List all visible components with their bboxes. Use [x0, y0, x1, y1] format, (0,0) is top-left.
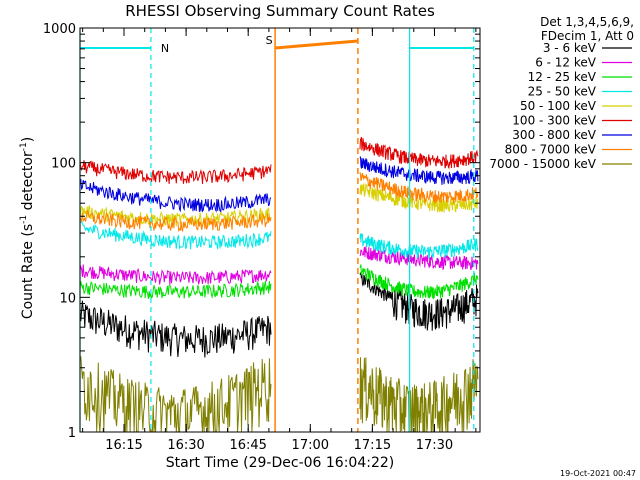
y-axis: 1 10 100 1000: [43, 22, 480, 441]
legend-label-12-25-kev: 12 - 25 keV: [528, 70, 597, 84]
series-line-12-25-kev-seg1: [79, 280, 272, 300]
y-tick-label-1: 10: [59, 291, 76, 306]
plot-frame: [79, 27, 481, 433]
y-axis-label-end: ): [20, 137, 36, 142]
x-tick-label-5: 17:30: [416, 438, 453, 453]
marker-label-2: S: [266, 34, 273, 47]
series-line-12-25-kev-seg2: [359, 264, 479, 300]
plot-area: NS: [79, 27, 481, 433]
series-line-25-50-kev-seg1: [79, 220, 272, 250]
y-axis-label-main: Count Rate (s: [20, 224, 36, 319]
series-line-7000-15000-kev-seg2: [359, 357, 479, 433]
chart-title: RHESSI Observing Summary Count Rates: [125, 2, 435, 20]
y-tick-label-0: 1: [68, 426, 76, 441]
marker-label-0: N: [161, 42, 169, 55]
legend-label-3-6-kev: 3 - 6 keV: [543, 41, 597, 55]
legend-label-25-50-kev: 25 - 50 keV: [528, 85, 597, 99]
series-line-50-100-kev-seg2: [359, 183, 479, 213]
y-tick-label-3: 1000: [43, 22, 76, 37]
series-line-6-12-kev-seg2: [359, 246, 479, 271]
legend-header-line-1: Det 1,3,4,5,6,9,: [540, 15, 634, 29]
series-line-100-300-kev-seg2: [359, 136, 479, 170]
x-tick-label-1: 16:30: [167, 438, 204, 453]
legend-label-100-300-kev: 100 - 300 keV: [512, 114, 596, 128]
x-tick-label-2: 16:45: [229, 438, 266, 453]
series-line-6-12-kev-seg1: [79, 264, 272, 285]
y-axis-label-sup2: -1: [19, 142, 29, 151]
series-line-800-7000-kev-seg2: [359, 172, 479, 204]
y-axis-label: Count Rate (s-1 detector-1): [19, 137, 36, 319]
y-tick-label-2: 100: [51, 157, 76, 172]
x-tick-label-0: 16:15: [105, 438, 142, 453]
x-axis-label: Start Time (29-Dec-06 16:04:22): [166, 455, 394, 471]
series-line-300-800-kev-seg2: [359, 156, 479, 185]
series-line-100-300-kev-seg1: [79, 160, 272, 185]
series-line-25-50-kev-seg2: [359, 233, 479, 260]
y-axis-label-mid: detector: [20, 151, 36, 215]
legend-label-6-12-kev: 6 - 12 keV: [535, 56, 597, 70]
legend-label-300-800-kev: 300 - 800 keV: [512, 128, 596, 142]
marker-bar-2: [274, 39, 359, 50]
y-axis-label-sup1: -1: [19, 215, 29, 224]
series-line-800-7000-kev-seg1: [79, 210, 272, 233]
x-tick-label-4: 17:15: [354, 438, 391, 453]
series-line-7000-15000-kev-seg1: [79, 355, 272, 433]
series-line-50-100-kev-seg1: [79, 205, 272, 228]
legend-label-800-7000-kev: 800 - 7000 keV: [505, 143, 597, 157]
legend-header-line-2: FDecim 1, Att 0: [541, 29, 634, 43]
legend: Det 1,3,4,5,6,9, FDecim 1, Att 0 3 - 6 k…: [489, 15, 634, 171]
series-line-3-6-kev-seg2: [359, 272, 479, 331]
x-tick-label-3: 17:00: [292, 438, 329, 453]
legend-label-50-100-kev: 50 - 100 keV: [520, 99, 597, 113]
render-timestamp: 19-Oct-2021 00:47: [560, 469, 636, 478]
series-line-3-6-kev-seg1: [79, 300, 272, 358]
series-line-300-800-kev-seg1: [79, 178, 272, 213]
x-axis: 16:15 16:30 16:45 17:00 17:15 17:30: [82, 28, 477, 453]
legend-label-7000-15000-kev: 7000 - 15000 keV: [489, 157, 596, 171]
